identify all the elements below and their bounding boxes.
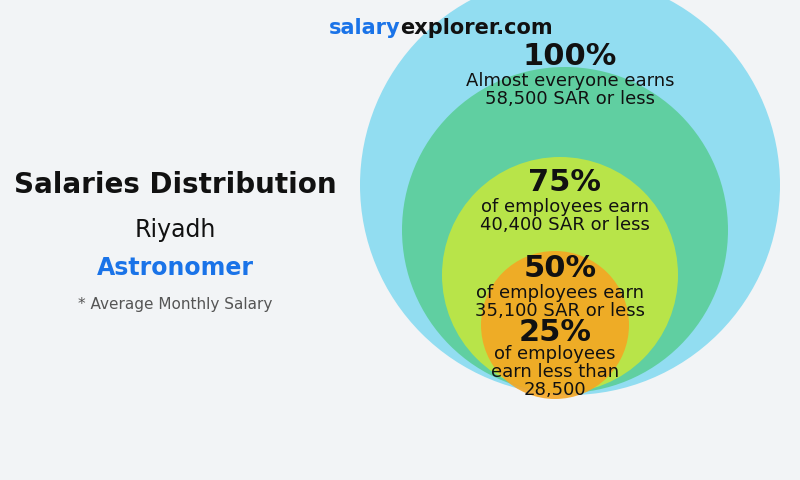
Circle shape <box>481 251 629 399</box>
Text: 25%: 25% <box>518 318 591 347</box>
Text: 50%: 50% <box>523 254 597 283</box>
Text: Riyadh: Riyadh <box>134 218 216 242</box>
Text: 40,400 SAR or less: 40,400 SAR or less <box>480 216 650 234</box>
Text: of employees earn: of employees earn <box>476 284 644 302</box>
Text: Astronomer: Astronomer <box>97 256 254 280</box>
Text: 35,100 SAR or less: 35,100 SAR or less <box>475 302 645 320</box>
Text: salary: salary <box>328 18 400 38</box>
Circle shape <box>360 0 780 395</box>
Text: explorer.com: explorer.com <box>400 18 553 38</box>
Circle shape <box>442 157 678 393</box>
Text: earn less than: earn less than <box>491 363 619 381</box>
Text: of employees earn: of employees earn <box>481 198 649 216</box>
Text: 75%: 75% <box>529 168 602 197</box>
Text: Salaries Distribution: Salaries Distribution <box>14 171 336 199</box>
Text: 28,500: 28,500 <box>524 381 586 399</box>
Text: * Average Monthly Salary: * Average Monthly Salary <box>78 298 272 312</box>
Circle shape <box>402 67 728 393</box>
Text: 100%: 100% <box>523 42 617 71</box>
Text: of employees: of employees <box>494 345 616 363</box>
Text: 58,500 SAR or less: 58,500 SAR or less <box>485 90 655 108</box>
Text: Almost everyone earns: Almost everyone earns <box>466 72 674 90</box>
